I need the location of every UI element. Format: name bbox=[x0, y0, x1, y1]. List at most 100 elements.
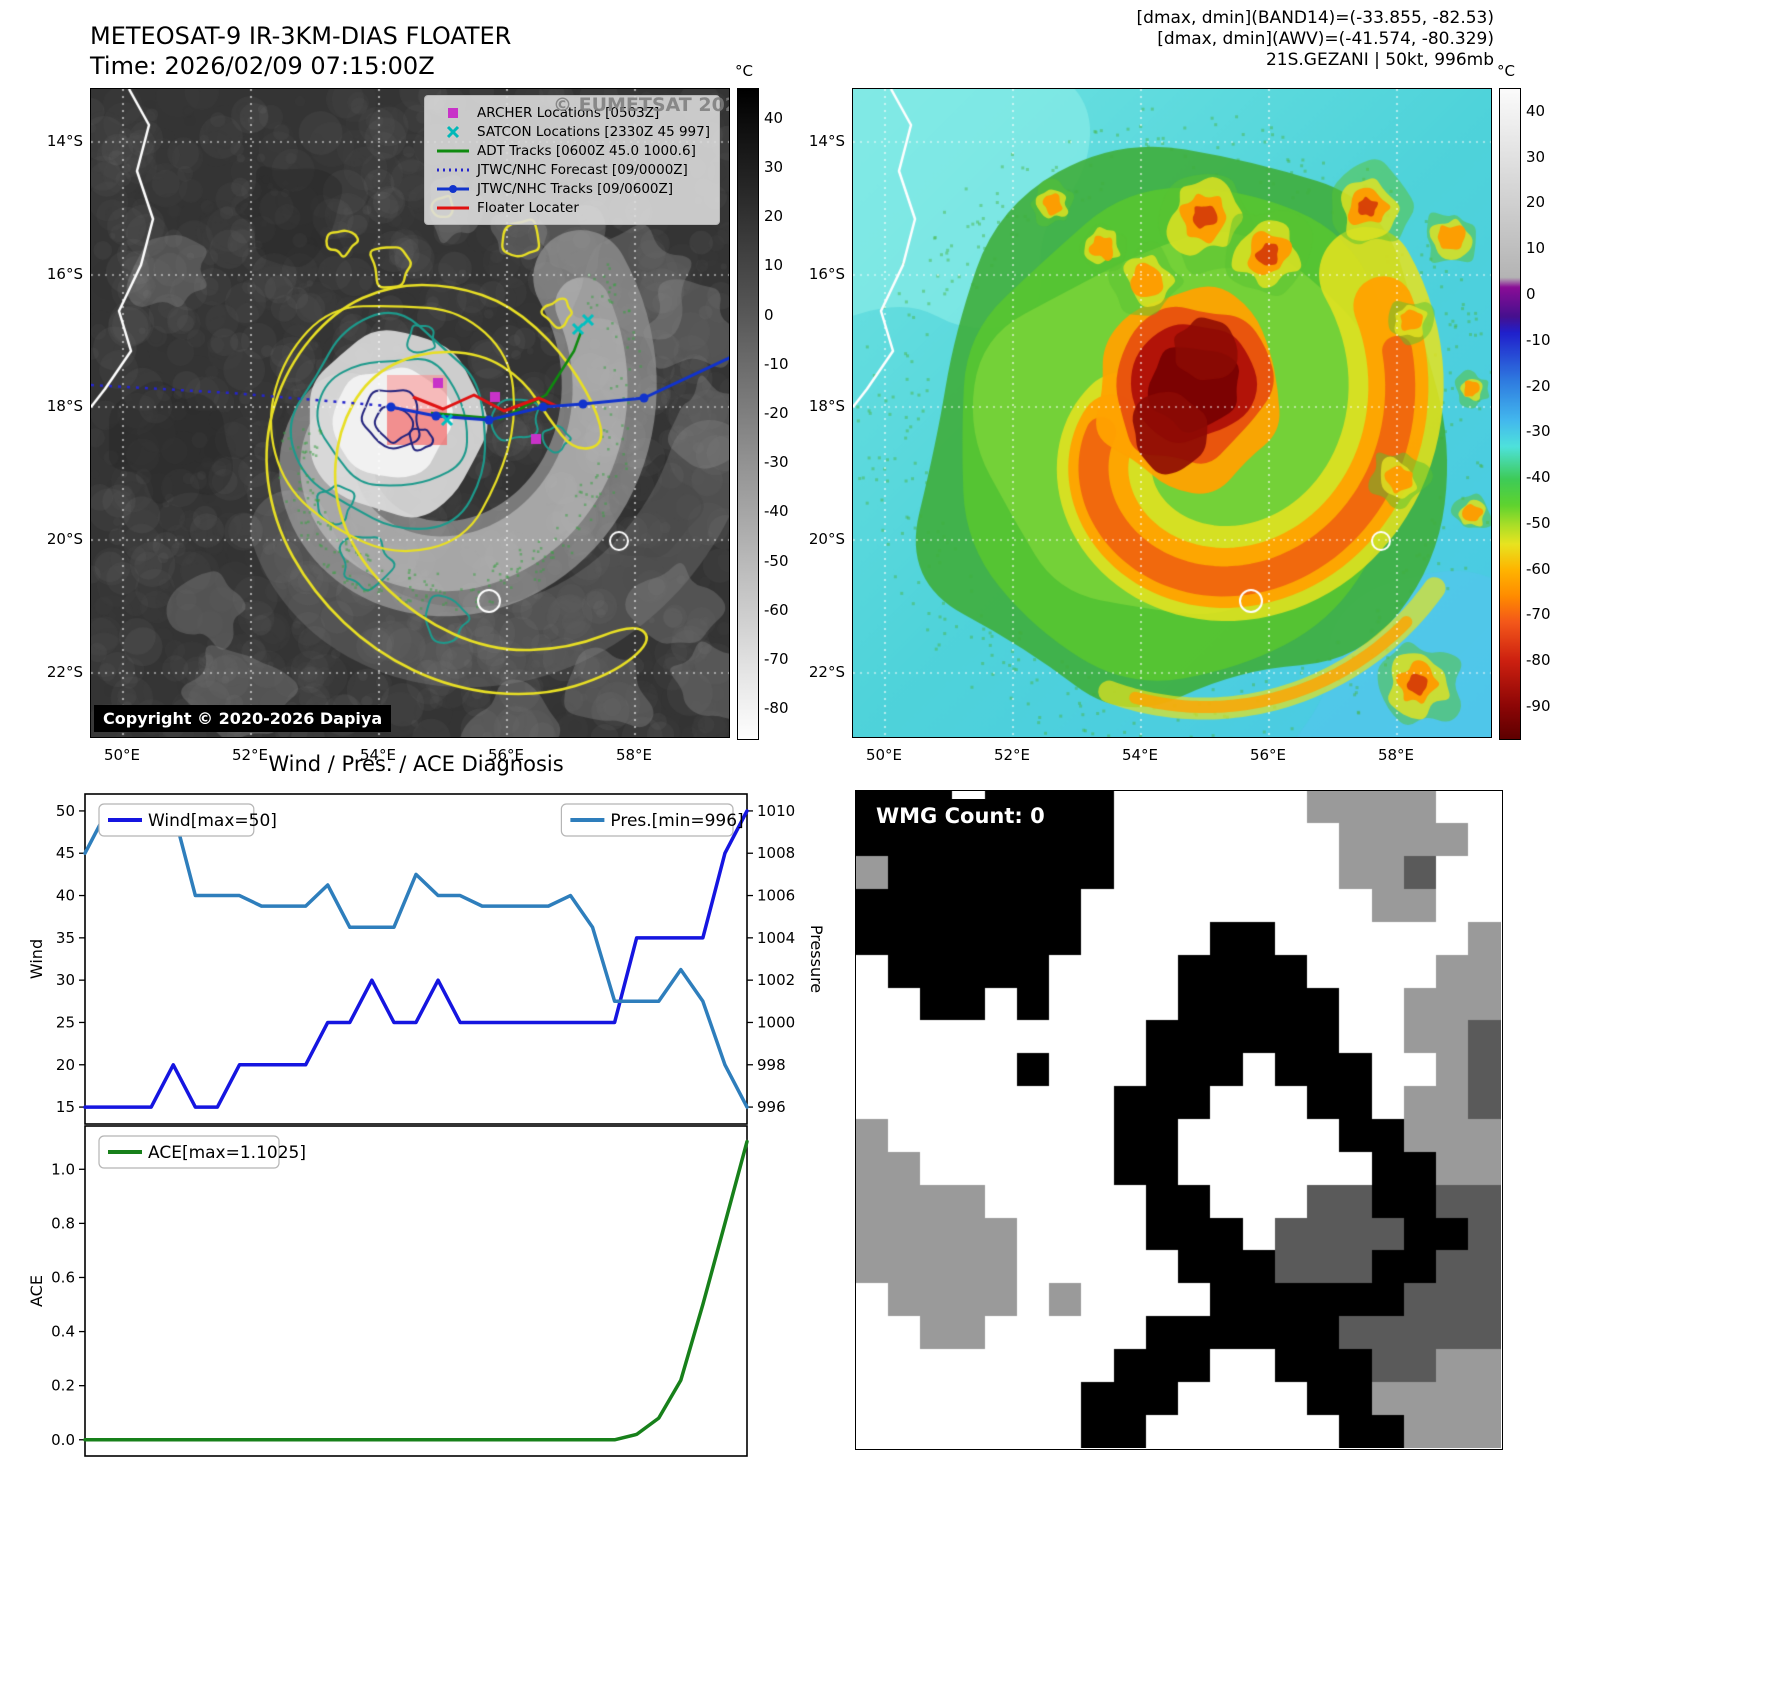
header-band14: [dmax, dmin](BAND14)=(-33.855, -82.53) bbox=[1136, 8, 1494, 28]
right-axis-label: Pressure bbox=[807, 925, 826, 993]
legend-marker bbox=[433, 125, 473, 139]
legend-label: ADT Tracks [0600Z 45.0 1000.6] bbox=[477, 142, 696, 159]
lon-label: 58°E bbox=[1377, 746, 1415, 764]
right-colorbar-tick: -90 bbox=[1526, 696, 1551, 715]
y-axis-tick-label: 40 bbox=[56, 887, 75, 905]
y-axis-tick-label: 35 bbox=[56, 929, 75, 947]
right-map-header: [dmax, dmin](BAND14)=(-33.855, -82.53) [… bbox=[1137, 8, 1494, 71]
right-colorbar-tick: -70 bbox=[1526, 605, 1551, 624]
header-awv: [dmax, dmin](AWV)=(-41.574, -80.329) bbox=[1157, 29, 1494, 49]
y-axis-tick-label: 15 bbox=[56, 1098, 75, 1116]
lon-label: 58°E bbox=[615, 746, 653, 764]
lon-label: 54°E bbox=[359, 746, 397, 764]
left-colorbar-tick: 30 bbox=[764, 157, 784, 176]
x-marker-icon bbox=[446, 125, 460, 138]
lon-label: 54°E bbox=[1121, 746, 1159, 764]
y-axis-tick-label: 0.4 bbox=[51, 1323, 75, 1341]
lat-label: 22°S bbox=[808, 663, 845, 681]
right-colorbar-tick: 40 bbox=[1526, 101, 1546, 120]
right-axis-tick-label: 1002 bbox=[757, 971, 795, 989]
y-axis-tick-label: 30 bbox=[56, 971, 75, 989]
header-storm-id: 21S.GEZANI | 50kt, 996mb bbox=[1265, 50, 1494, 70]
right-axis-tick-label: 1006 bbox=[757, 887, 795, 905]
left-colorbar-tick: 10 bbox=[764, 256, 784, 275]
left-colorbar-tick: -20 bbox=[764, 404, 789, 422]
right-axis-tick-label: 1010 bbox=[757, 802, 795, 820]
lon-label: 56°E bbox=[487, 746, 525, 764]
right-axis-tick-label: 1004 bbox=[757, 929, 795, 947]
left-colorbar-tick: -60 bbox=[764, 600, 789, 619]
grayscale-colorbar bbox=[737, 88, 759, 740]
enhanced-colorbar bbox=[1499, 88, 1521, 740]
lon-label: 50°E bbox=[103, 746, 141, 764]
left-colorbar-unit: °C bbox=[735, 62, 753, 80]
lat-label: 20°S bbox=[46, 530, 83, 548]
legend-item: JTWC/NHC Forecast [09/0000Z] bbox=[433, 160, 711, 179]
wmg-count-label: WMG Count: 0 bbox=[864, 799, 1057, 833]
legend-item: SATCON Locations [2330Z 45 997] bbox=[433, 122, 711, 141]
y-axis-tick-label: 50 bbox=[56, 802, 75, 820]
right-axis-tick-label: 996 bbox=[757, 1098, 786, 1116]
lat-label: 22°S bbox=[46, 663, 83, 681]
y-axis-tick-label: 0.2 bbox=[51, 1377, 75, 1395]
chart-legend-label: Pres.[min=996] bbox=[610, 811, 743, 831]
right-colorbar-tick: -40 bbox=[1526, 468, 1551, 487]
y-axis-tick-label: 0.8 bbox=[51, 1214, 75, 1232]
right-colorbar-tick: -10 bbox=[1526, 330, 1551, 349]
left-colorbar-tick: 0 bbox=[764, 305, 774, 324]
left-colorbar-tick: -80 bbox=[764, 699, 789, 718]
map-legend: ARCHER Locations [0503Z] SATCON Locations… bbox=[424, 95, 720, 225]
legend-marker bbox=[433, 106, 473, 120]
series-line bbox=[83, 809, 749, 1109]
lon-label: 52°E bbox=[231, 746, 269, 764]
legend-label: JTWC/NHC Forecast [09/0000Z] bbox=[477, 161, 688, 178]
lon-label: 56°E bbox=[1249, 746, 1287, 764]
line-dot-marker-icon bbox=[437, 184, 469, 193]
left-colorbar-tick: -40 bbox=[764, 502, 789, 521]
left-colorbar-tick: 20 bbox=[764, 207, 784, 226]
lat-label: 18°S bbox=[46, 397, 83, 415]
legend-label: ARCHER Locations [0503Z] bbox=[477, 104, 660, 121]
left-map-subtitle: Time: 2026/02/09 07:15:00Z bbox=[90, 52, 435, 80]
y-axis-tick-label: 20 bbox=[56, 1056, 75, 1074]
lat-label: 18°S bbox=[808, 397, 845, 415]
legend-item: ARCHER Locations [0503Z] bbox=[433, 103, 711, 122]
right-colorbar-tick: -80 bbox=[1526, 651, 1551, 670]
right-colorbar-tick: -50 bbox=[1526, 513, 1551, 532]
right-axis-tick-label: 1008 bbox=[757, 844, 795, 862]
y-axis-tick-label: 0.0 bbox=[51, 1431, 75, 1449]
lon-label: 50°E bbox=[865, 746, 903, 764]
legend-item: Floater Locater bbox=[433, 198, 711, 217]
left-colorbar-tick: -70 bbox=[764, 650, 789, 669]
y-axis-tick-label: 25 bbox=[56, 1013, 75, 1031]
dotted-line-marker-icon bbox=[437, 168, 469, 171]
y-axis-label: ACE bbox=[27, 1275, 46, 1307]
lat-label: 14°S bbox=[808, 132, 845, 150]
lat-label: 16°S bbox=[808, 265, 845, 283]
left-colorbar-tick: -30 bbox=[764, 453, 789, 472]
legend-item: JTWC/NHC Tracks [09/0600Z] bbox=[433, 179, 711, 198]
enhanced-ir-map bbox=[852, 88, 1492, 738]
ace-chart: 0.0 0.2 0.4 0.6 0.8 1.0 ACE ACE[max=1.1025] bbox=[20, 1124, 860, 1464]
line-marker-icon bbox=[437, 149, 469, 152]
chart-legend-label: Wind[max=50] bbox=[148, 811, 277, 831]
legend-label: SATCON Locations [2330Z 45 997] bbox=[477, 123, 710, 140]
lon-label: 52°E bbox=[993, 746, 1031, 764]
legend-marker bbox=[433, 163, 473, 177]
right-colorbar-tick: 30 bbox=[1526, 147, 1546, 166]
lat-label: 20°S bbox=[808, 530, 845, 548]
y-axis-tick-label: 45 bbox=[56, 844, 75, 862]
right-colorbar-tick: 0 bbox=[1526, 284, 1536, 303]
square-marker-icon bbox=[448, 107, 458, 118]
left-colorbar-tick: 40 bbox=[764, 108, 784, 127]
copyright-bar: Copyright © 2020-2026 Dapiya bbox=[94, 705, 392, 732]
chart-legend-label: ACE[max=1.1025] bbox=[148, 1143, 306, 1163]
chart-svg: 15 20 25 30 35 40 45 50 Wind 996 998 1000 1002 1004 10… bbox=[27, 793, 826, 1125]
right-colorbar-tick: 20 bbox=[1526, 193, 1546, 212]
lat-label: 14°S bbox=[46, 132, 83, 150]
legend-item: ADT Tracks [0600Z 45.0 1000.6] bbox=[433, 141, 711, 160]
series-line bbox=[83, 809, 749, 1109]
right-colorbar-tick: -60 bbox=[1526, 559, 1551, 578]
right-colorbar-tick: 10 bbox=[1526, 239, 1546, 258]
